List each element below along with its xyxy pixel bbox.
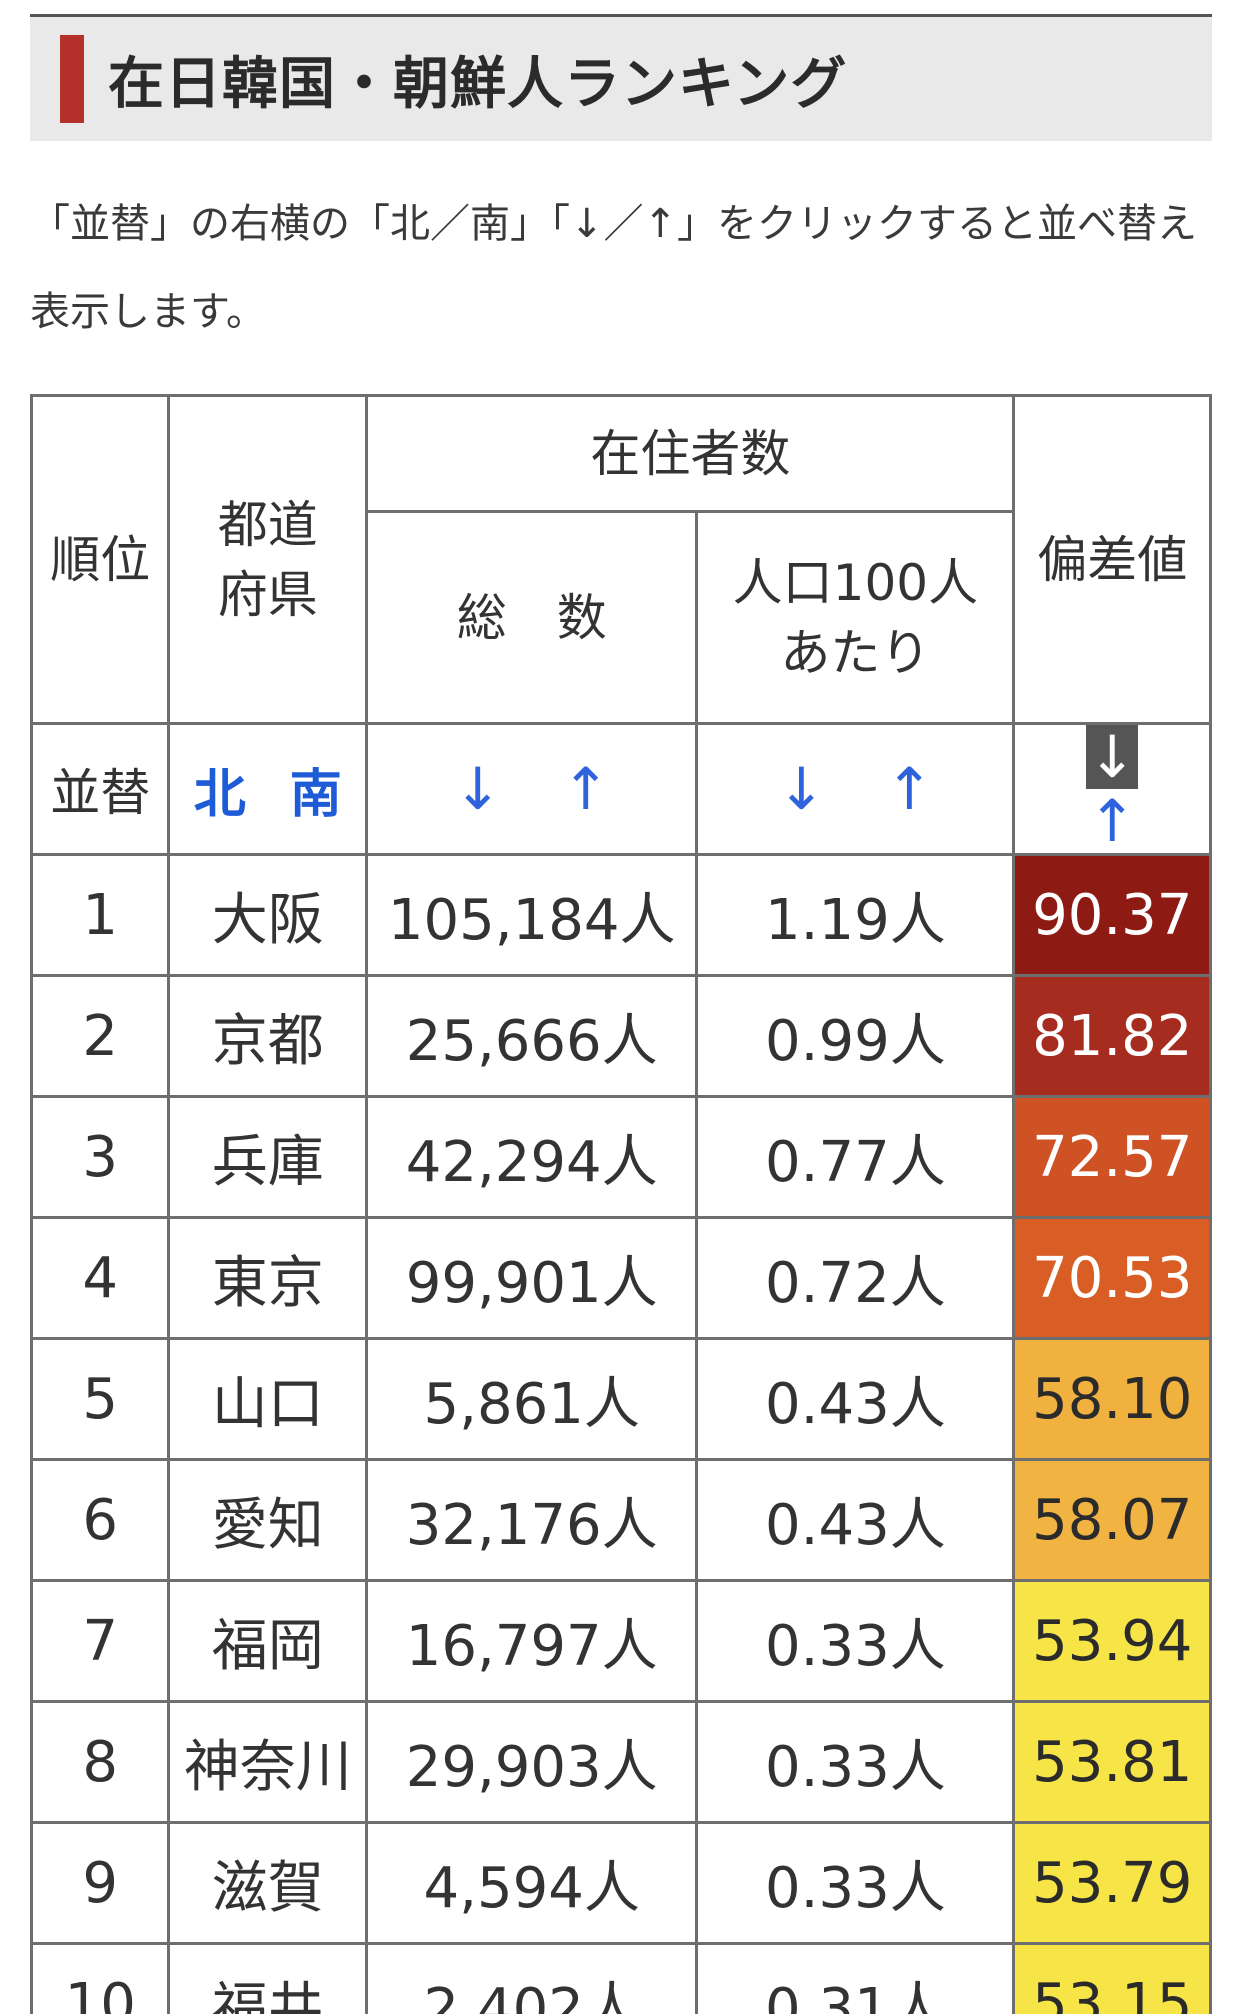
rank-cell: 5 [29,1337,171,1461]
sort-south-button[interactable]: 南 [289,764,342,825]
per100-cell: 0.33人 [695,1700,1016,1824]
heading-title: 在日韓国・朝鮮人ランキング [108,51,848,117]
per100-sort-cell: ↓ ↑ [695,722,1016,856]
deviation-cell: 58.07 [1012,1458,1212,1582]
prefecture-link[interactable]: 兵庫 [167,1095,369,1219]
total-cell: 4,594人 [365,1821,699,1945]
prefecture-link[interactable]: 神奈川 [167,1700,369,1824]
per100-cell: 0.99人 [695,974,1016,1098]
table-row: 10 福井 2,402人 0.31人 53.15 [29,1942,1212,2014]
total-cell: 16,797人 [365,1579,699,1703]
rank-cell: 7 [29,1579,171,1703]
prefecture-link[interactable]: 滋賀 [167,1821,369,1945]
header-prefecture: 都道 府県 [167,394,369,725]
per100-cell: 1.19人 [695,853,1016,977]
per100-cell: 0.72人 [695,1216,1016,1340]
table-row: 1 大阪 105,184人 1.19人 90.37 [29,853,1212,977]
table-row: 3 兵庫 42,294人 0.77人 72.57 [29,1095,1212,1219]
rank-cell: 4 [29,1216,171,1340]
total-cell: 25,666人 [365,974,699,1098]
sort-row: 並替 北南 ↓ ↑ ↓ ↑ ↓↑ [29,722,1212,856]
deviation-cell: 72.57 [1012,1095,1212,1219]
header-deviation: 偏差値 [1012,394,1212,725]
total-cell: 99,901人 [365,1216,699,1340]
prefecture-link[interactable]: 東京 [167,1216,369,1340]
per100-cell: 0.33人 [695,1579,1016,1703]
heading-accent-bar [60,35,84,123]
rank-cell: 8 [29,1700,171,1824]
deviation-cell: 53.81 [1012,1700,1212,1824]
header-rank: 順位 [29,394,171,725]
table-row: 4 東京 99,901人 0.72人 70.53 [29,1216,1212,1340]
rank-cell: 9 [29,1821,171,1945]
total-sort-cell: ↓ ↑ [365,722,699,856]
prefecture-link[interactable]: 福岡 [167,1579,369,1703]
ranking-table: 順位 都道 府県 在住者数 偏差値 総 数 人口100人 あたり 並替 北南 ↓… [29,394,1212,2014]
section-heading: 在日韓国・朝鮮人ランキング [30,17,1212,141]
prefecture-link[interactable]: 大阪 [167,853,369,977]
deviation-cell: 58.10 [1012,1337,1212,1461]
prefecture-link[interactable]: 愛知 [167,1458,369,1582]
header-per100: 人口100人 あたり [695,510,1016,725]
total-cell: 32,176人 [365,1458,699,1582]
rank-cell: 1 [29,853,171,977]
table-row: 2 京都 25,666人 0.99人 81.82 [29,974,1212,1098]
sort-total-asc-button[interactable]: ↑ [561,755,611,823]
deviation-sort-cell: ↓↑ [1012,722,1212,856]
sort-north-button[interactable]: 北 [193,764,246,825]
table-row: 8 神奈川 29,903人 0.33人 53.81 [29,1700,1212,1824]
header-residents: 在住者数 [365,394,1016,513]
deviation-cell: 53.94 [1012,1579,1212,1703]
total-cell: 2,402人 [365,1942,699,2014]
table-row: 5 山口 5,861人 0.43人 58.10 [29,1337,1212,1461]
sort-per100-desc-button[interactable]: ↓ [777,755,826,823]
sort-deviation-asc-button[interactable]: ↑ [1087,787,1137,855]
deviation-cell: 53.79 [1012,1821,1212,1945]
prefecture-link[interactable]: 京都 [167,974,369,1098]
table-row: 9 滋賀 4,594人 0.33人 53.79 [29,1821,1212,1945]
per100-cell: 0.77人 [695,1095,1016,1219]
sort-instructions: 「並替」の右横の「北／南」「↓／↑」をクリックすると並べ替え表示します。 [30,201,1198,335]
deviation-cell: 90.37 [1012,853,1212,977]
rank-cell: 6 [29,1458,171,1582]
deviation-cell: 53.15 [1012,1942,1212,2014]
table-row: 6 愛知 32,176人 0.43人 58.07 [29,1458,1212,1582]
per100-cell: 0.43人 [695,1337,1016,1461]
prefecture-link[interactable]: 山口 [167,1337,369,1461]
sort-deviation-desc-button[interactable]: ↓ [1086,723,1139,791]
per100-cell: 0.33人 [695,1821,1016,1945]
prefecture-link[interactable]: 福井 [167,1942,369,2014]
deviation-cell: 70.53 [1012,1216,1212,1340]
rank-cell: 2 [29,974,171,1098]
total-cell: 105,184人 [365,853,699,977]
rank-cell: 3 [29,1095,171,1219]
total-cell: 42,294人 [365,1095,699,1219]
region-sort-cell: 北南 [167,722,369,856]
header-total: 総 数 [365,510,699,725]
per100-cell: 0.31人 [695,1942,1016,2014]
total-cell: 29,903人 [365,1700,699,1824]
rank-cell: 10 [29,1942,171,2014]
sort-label: 並替 [29,722,171,856]
per100-cell: 0.43人 [695,1458,1016,1582]
top-divider [30,14,1212,17]
sort-per100-asc-button[interactable]: ↑ [885,755,934,823]
sort-total-desc-button[interactable]: ↓ [453,755,503,823]
total-cell: 5,861人 [365,1337,699,1461]
table-row: 7 福岡 16,797人 0.33人 53.94 [29,1579,1212,1703]
deviation-cell: 81.82 [1012,974,1212,1098]
